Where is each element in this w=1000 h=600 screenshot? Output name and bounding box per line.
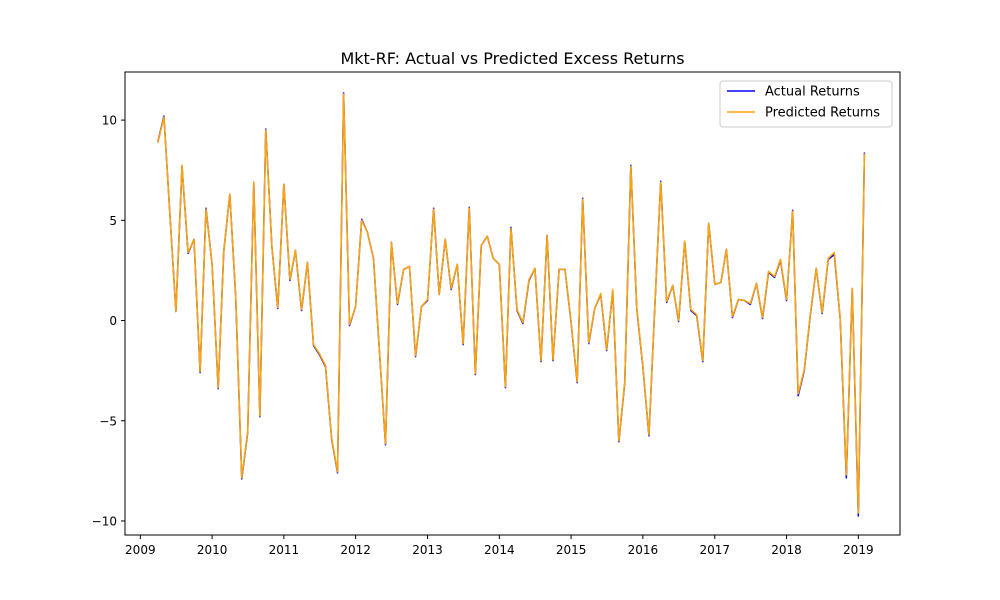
legend-box — [719, 80, 893, 128]
y-tick-label: −10 — [92, 514, 117, 528]
x-axis: 2009 2010 2011 2012 2013 2014 2015 2016 2017 2018… — [125, 535, 874, 557]
x-tick-label: 2017 — [700, 543, 731, 557]
x-tick-label: 2016 — [628, 543, 659, 557]
legend-label-actual: Actual Returns — [765, 85, 860, 100]
x-tick-label: 2011 — [269, 543, 300, 557]
chart-title: Mkt-RF: Actual vs Predicted Excess Retur… — [340, 49, 684, 68]
actual-returns-line — [157, 92, 866, 517]
y-axis: −10 −5 0 5 10 — [92, 114, 125, 528]
x-tick-label: 2019 — [843, 543, 874, 557]
x-tick-label: 2013 — [412, 543, 443, 557]
x-tick-label: 2012 — [340, 543, 371, 557]
x-tick-label: 2018 — [771, 543, 802, 557]
y-tick-label: −5 — [99, 414, 117, 428]
chart-legend: Actual Returns Predicted Returns — [719, 80, 893, 128]
predicted-returns-line — [157, 93, 866, 514]
y-tick-label: 5 — [109, 214, 117, 228]
plot-area — [124, 71, 901, 536]
y-tick-label: 0 — [109, 314, 117, 328]
x-tick-label: 2014 — [484, 543, 515, 557]
x-tick-label: 2009 — [125, 543, 156, 557]
x-tick-label: 2010 — [197, 543, 228, 557]
x-tick-label: 2015 — [556, 543, 587, 557]
legend-label-predicted: Predicted Returns — [765, 106, 880, 121]
series-layer — [157, 92, 866, 517]
y-tick-label: 10 — [102, 114, 117, 128]
